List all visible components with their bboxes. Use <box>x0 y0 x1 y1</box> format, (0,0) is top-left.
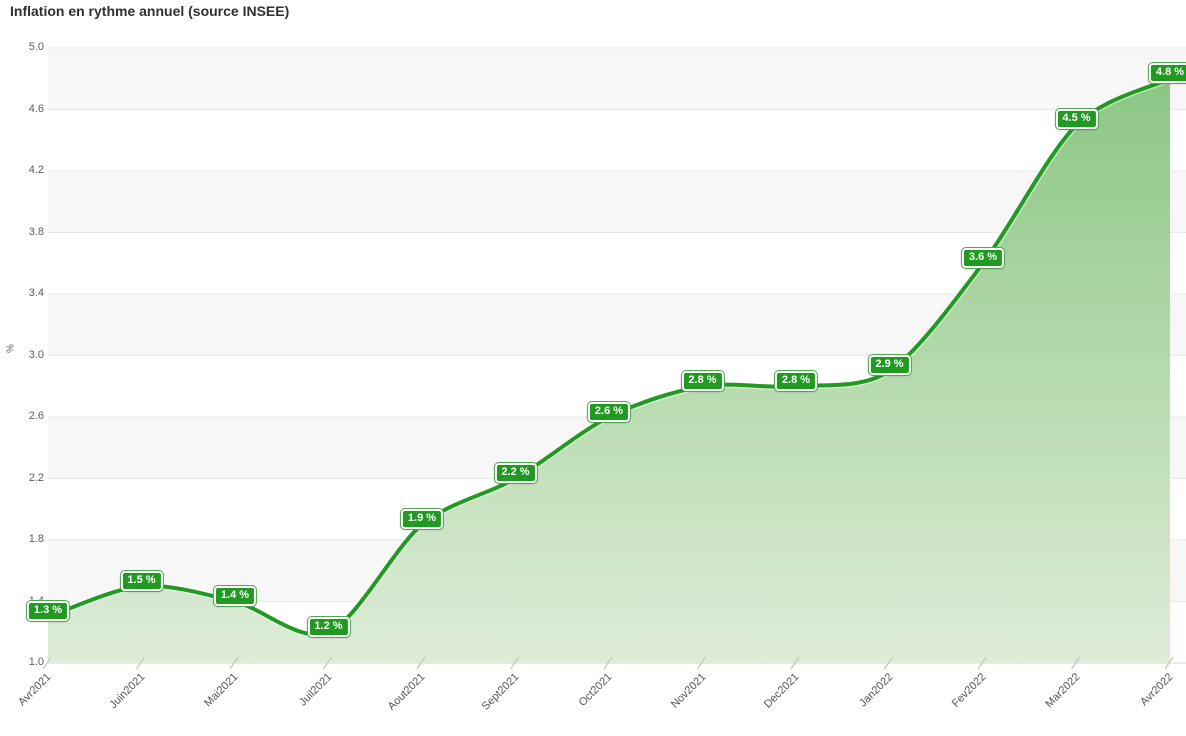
data-point-label: 4.5 % <box>1055 109 1098 130</box>
y-axis-label: 3.8 <box>28 225 44 238</box>
x-tick-mark <box>884 656 893 670</box>
grid-band <box>48 48 1186 110</box>
y-axis-label: 4.6 <box>28 102 44 115</box>
y-axis-label: 1.8 <box>28 533 44 545</box>
x-tick-mark <box>323 656 332 670</box>
x-tick-mark <box>229 656 239 670</box>
x-tick-mark <box>416 656 426 670</box>
y-axis-label: 4.2 <box>28 164 44 176</box>
chart-title: Inflation en rythme annuel (source INSEE… <box>10 3 290 19</box>
x-tick-mark <box>790 656 800 670</box>
data-point-label: 1.4 % <box>213 586 257 606</box>
data-point-label: 2.9 % <box>868 355 911 376</box>
x-tick-mark <box>510 656 519 670</box>
x-tick-mark <box>42 656 52 670</box>
x-tick-mark <box>1071 656 1080 670</box>
data-point-label: 1.5 % <box>120 570 163 591</box>
data-point-label: 2.6 % <box>587 401 631 422</box>
data-point-label: 1.3 % <box>26 601 70 622</box>
x-tick-mark <box>697 656 706 670</box>
data-point-label: 2.2 % <box>494 463 537 483</box>
data-point-label: 1.9 % <box>400 509 444 530</box>
data-point-label: 3.6 % <box>961 247 1005 268</box>
x-tick-mark <box>136 656 145 670</box>
y-axis-label: 5.0 <box>28 41 44 53</box>
x-tick-mark <box>1164 656 1174 670</box>
y-axis-label: 2.6 <box>28 410 44 422</box>
data-point-label: 1.2 % <box>307 616 350 637</box>
y-axis-label: 3.0 <box>28 348 44 361</box>
x-tick-mark <box>603 656 613 670</box>
data-point-label: 4.8 % <box>1148 63 1186 84</box>
data-point-label: 2.8 % <box>774 370 818 391</box>
grid-band <box>48 171 1186 233</box>
data-point-label: 2.8 % <box>681 370 724 391</box>
y-axis-label: 2.2 <box>28 471 44 484</box>
y-axis-label: 3.4 <box>28 287 44 299</box>
area-fill <box>48 78 1170 664</box>
grid-band <box>48 109 1186 171</box>
y-axis-label: 1.0 <box>28 656 44 668</box>
x-tick-mark <box>977 656 987 670</box>
